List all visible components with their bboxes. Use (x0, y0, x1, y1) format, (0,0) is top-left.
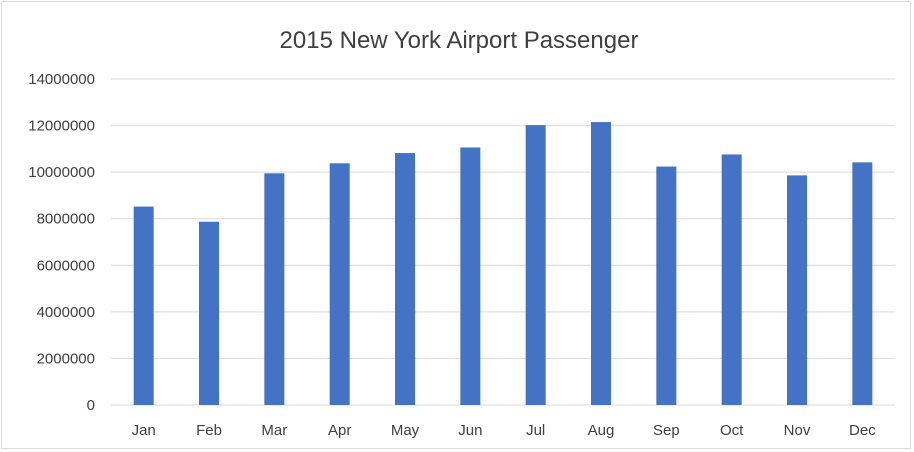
y-tick-label: 10000000 (28, 164, 95, 181)
y-tick-label: 4000000 (37, 304, 95, 321)
bar-sep (656, 166, 677, 405)
bar-aug (591, 122, 611, 405)
bar-nov (787, 175, 807, 405)
x-tick-label: Sep (653, 422, 680, 439)
y-tick-label: 14000000 (28, 71, 95, 88)
gridlines (111, 78, 895, 406)
y-tick-label: 12000000 (28, 118, 95, 135)
bar-oct (721, 154, 742, 405)
x-tick-label: Dec (849, 422, 876, 439)
x-tick-label: Jun (458, 422, 482, 439)
x-tick-label: Aug (588, 422, 615, 439)
bar-dec (852, 162, 873, 405)
x-tick-label: Jul (526, 422, 545, 439)
bars (133, 122, 873, 405)
y-tick-label: 6000000 (37, 257, 95, 274)
y-tick-label: 0 (87, 397, 95, 414)
bar-may (395, 153, 415, 405)
y-tick-label: 8000000 (37, 211, 95, 228)
x-tick-label: Mar (261, 422, 287, 439)
bar-mar (264, 173, 285, 405)
bar-feb (199, 221, 219, 405)
x-tick-label: Jan (132, 422, 156, 439)
x-tick-label: Oct (720, 422, 744, 439)
x-axis-ticks: Jan Feb Mar Apr May Jun Jul Aug Sep Oct Nov Dec (132, 422, 877, 439)
x-tick-label: Apr (328, 422, 351, 439)
bar-jul (525, 125, 546, 405)
bar-apr (329, 163, 350, 405)
chart-title: 2015 New York Airport Passenger (280, 27, 639, 54)
y-axis-ticks: 0 2000000 4000000 6000000 8000000 10000000 120… (28, 71, 95, 414)
y-tick-label: 2000000 (37, 350, 95, 367)
bar-jun (460, 147, 481, 405)
x-tick-label: Nov (784, 422, 811, 439)
x-tick-label: May (391, 422, 420, 439)
x-tick-label: Feb (196, 422, 222, 439)
bar-jan (133, 206, 154, 405)
